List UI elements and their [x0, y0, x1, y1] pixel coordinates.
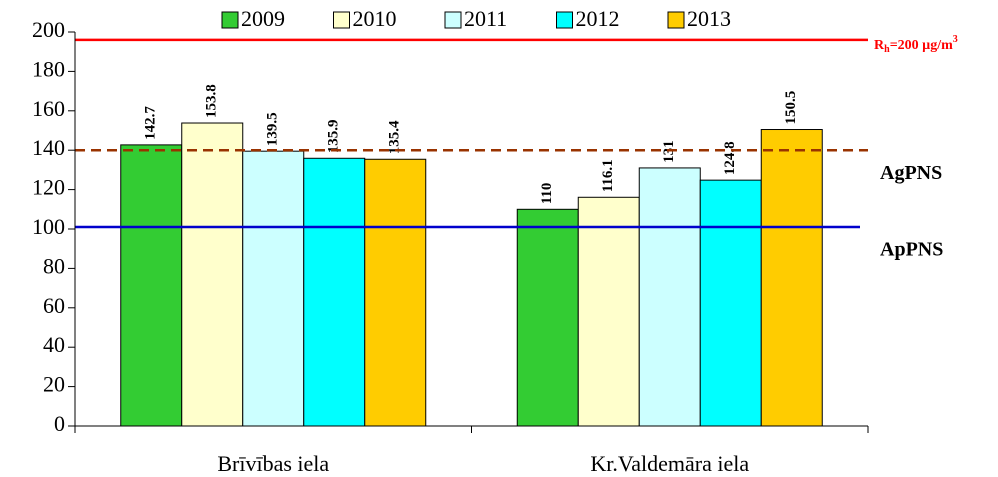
value-label: 110	[539, 183, 555, 205]
x-tick-label: Kr.Valdemāra iela	[590, 451, 749, 476]
legend-swatch	[221, 11, 239, 29]
y-tick-label: 40	[43, 332, 65, 357]
reference-label-part: h	[884, 44, 890, 55]
bar	[760, 129, 823, 427]
value-label: 124.8	[722, 141, 738, 175]
y-tick-label: 60	[43, 293, 65, 318]
legend-swatch	[667, 11, 685, 29]
bar	[364, 158, 427, 427]
legend-swatch	[444, 11, 462, 29]
reference-label: ApPNS	[880, 239, 943, 261]
bar	[303, 157, 366, 427]
y-tick-label: 80	[43, 253, 65, 278]
legend-swatch	[333, 11, 350, 29]
bar	[699, 179, 762, 427]
y-tick-label: 200	[32, 17, 65, 42]
y-tick-label: 120	[32, 175, 65, 200]
reference-label-part: 3	[953, 34, 958, 45]
value-label: 142.7	[143, 106, 159, 140]
value-label: 116.1	[600, 159, 616, 192]
bar	[516, 208, 579, 427]
reference-label-part: R	[874, 38, 885, 53]
y-tick-label: 180	[32, 56, 65, 81]
reference-label-part: =200 µg/m	[890, 38, 953, 53]
x-tick-label: Brīvības iela	[217, 451, 329, 476]
y-tick-label: 100	[32, 214, 65, 239]
value-label: 153.8	[204, 84, 220, 118]
y-tick-label: 0	[54, 411, 65, 436]
reference-label: AgPNS	[880, 162, 942, 184]
bar	[181, 122, 244, 427]
value-label: 135.4	[387, 120, 403, 154]
legend-label: 2012	[576, 6, 620, 31]
value-label: 139.5	[265, 112, 281, 146]
value-label: 150.5	[783, 91, 799, 125]
reference-label: Rh=200 µg/m3	[874, 34, 958, 55]
bar	[242, 150, 305, 427]
y-tick-label: 140	[32, 135, 65, 160]
legend-swatch	[556, 11, 573, 29]
legend-label: 2013	[687, 6, 731, 31]
legend-label: 2009	[241, 6, 285, 31]
bar	[577, 196, 640, 427]
legend-label: 2010	[353, 6, 397, 31]
value-label: 135.9	[326, 120, 342, 154]
value-label: 131	[661, 140, 677, 163]
legend-label: 2011	[464, 6, 507, 31]
bar	[120, 144, 183, 427]
y-tick-label: 160	[32, 96, 65, 121]
y-tick-label: 20	[43, 372, 65, 397]
bar	[638, 167, 701, 427]
